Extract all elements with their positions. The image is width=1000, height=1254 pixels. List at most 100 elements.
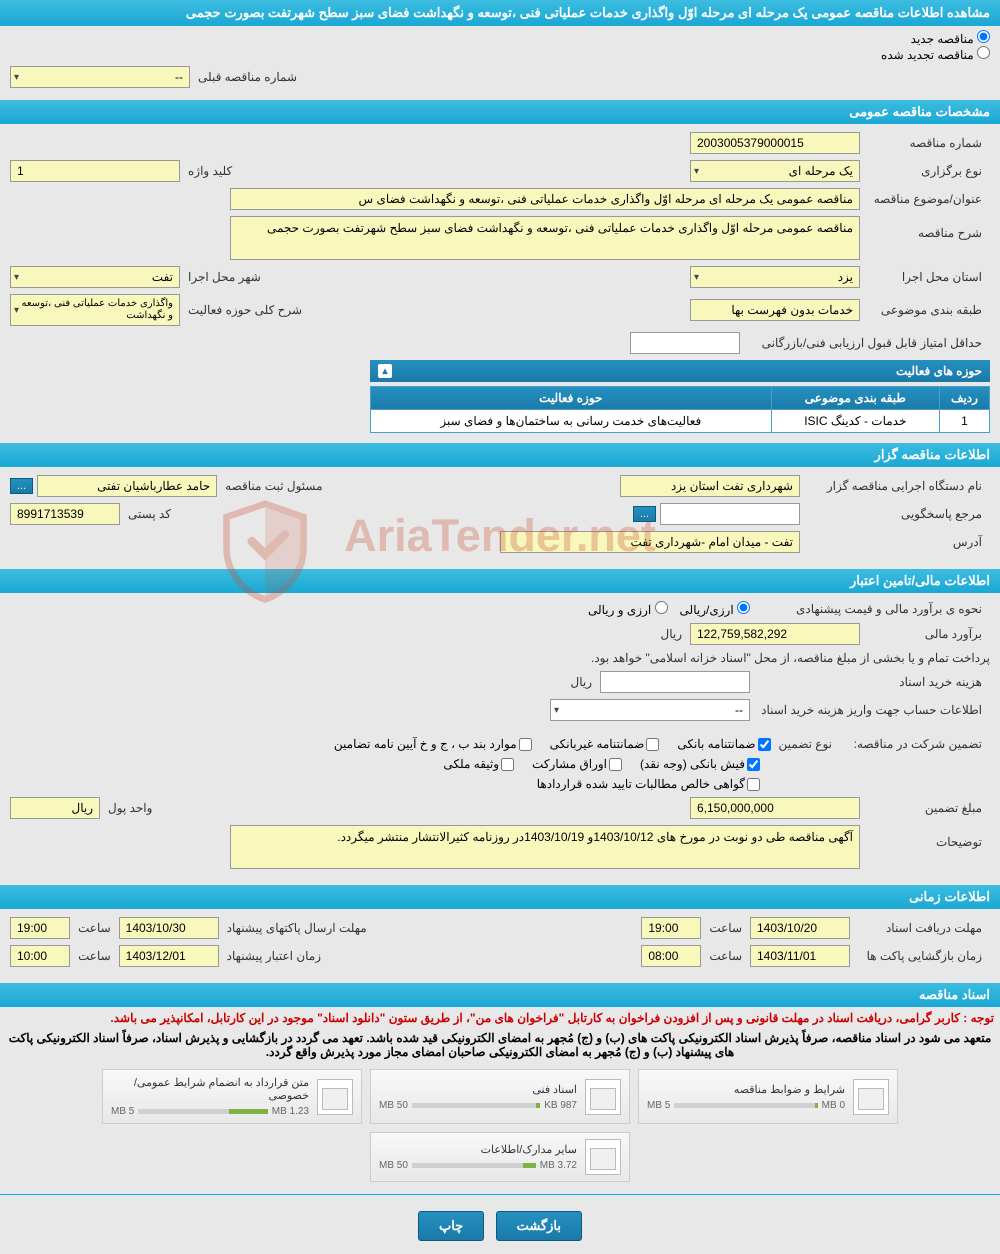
validity-time: 10:00: [10, 945, 70, 967]
currency-label2: ریال: [562, 675, 600, 689]
time-label3: ساعت: [701, 949, 750, 963]
radio-new-tender[interactable]: مناقصه جدید: [911, 32, 990, 46]
radio-renewed-label: مناقصه تجدید شده: [881, 48, 974, 62]
cb-bank-guarantee[interactable]: ضمانتنامه بانکی: [677, 737, 770, 751]
cb-nonbank-guarantee[interactable]: ضمانتنامه غیربانکی: [550, 737, 660, 751]
col-category: طبقه بندی موضوعی: [771, 387, 939, 410]
file-total: 50 MB: [379, 1160, 408, 1171]
cb-bank-receipt[interactable]: فیش بانکی (وجه نقد): [640, 757, 760, 771]
currency-label: ریال: [652, 627, 690, 641]
radio-renewed-tender[interactable]: مناقصه تجدید شده: [881, 48, 990, 62]
account-label: اطلاعات حساب جهت واریز هزینه خرید اسناد: [750, 703, 990, 717]
purchase-cost-label: هزینه خرید اسناد: [750, 675, 990, 689]
cell-category: خدمات - کدینگ ISIC: [771, 410, 939, 433]
validity-label: زمان اعتبار پیشنهاد: [219, 949, 329, 963]
guarantee-type-label: نوع تضمین: [771, 737, 840, 751]
guarantee-amount-label: مبلغ تضمین: [860, 801, 990, 815]
registrant-field: حامد عطارباشیان تفتی: [37, 475, 217, 497]
cb-bonds[interactable]: اوراق مشارکت: [532, 757, 622, 771]
print-button[interactable]: چاپ: [418, 1211, 484, 1241]
min-score-field[interactable]: [630, 332, 740, 354]
file-card[interactable]: متن قرارداد به انضمام شرایط عمومی/خصوصی …: [102, 1069, 362, 1124]
back-button[interactable]: بازگشت: [496, 1211, 582, 1241]
file-title: شرایط و ضوابط مناقصه: [647, 1083, 845, 1096]
holding-type-select[interactable]: یک مرحله ای: [690, 160, 860, 182]
section-general-header: مشخصات مناقصه عمومی: [0, 100, 1000, 124]
payment-note: پرداخت تمام و یا بخشی از مبلغ مناقصه، از…: [591, 651, 990, 665]
radio-new-label: مناقصه جدید: [911, 32, 974, 46]
file-title: متن قرارداد به انضمام شرایط عمومی/خصوصی: [111, 1076, 309, 1102]
cb-property[interactable]: وثیقه ملکی: [443, 757, 514, 771]
contact-field[interactable]: [660, 503, 800, 525]
cell-scope: فعالیت‌های خدمت رسانی به ساختمان‌ها و فض…: [371, 410, 772, 433]
cb-certificate[interactable]: گواهی خالص مطالبات تایید شده قراردادها: [537, 777, 760, 791]
tender-no-label: شماره مناقصه: [860, 136, 990, 150]
tender-type-radio-group: مناقصه جدید مناقصه تجدید شده: [0, 26, 1000, 66]
guarantee-label: تضمین شرکت در مناقصه:: [840, 737, 990, 751]
province-label: استان محل اجرا: [860, 270, 990, 284]
time-label2: ساعت: [70, 921, 119, 935]
postal-field: 8991713539: [10, 503, 120, 525]
holding-type-label: نوع برگزاری: [860, 164, 990, 178]
documents-note-red: توجه : کاربر گرامی، دریافت اسناد در مهلت…: [0, 1007, 1000, 1029]
postal-label: کد پستی: [120, 507, 179, 521]
address-label: آدرس: [800, 535, 990, 549]
opening-time: 08:00: [641, 945, 701, 967]
section-documents-header: اسناد مناقصه: [0, 983, 1000, 1007]
file-title: سایر مدارک/اطلاعات: [379, 1143, 577, 1156]
prev-tender-select[interactable]: --: [10, 66, 190, 88]
city-label: شهر محل اجرا: [180, 270, 269, 284]
documents-note-black: متعهد می شود در اسناد مناقصه، صرفاً پذیر…: [0, 1029, 1000, 1061]
province-select[interactable]: یزد: [690, 266, 860, 288]
file-card[interactable]: اسناد فنی 987 KB50 MB: [370, 1069, 630, 1124]
radio-arz-rial[interactable]: ارزی/ریالی: [680, 601, 750, 617]
collapse-icon[interactable]: ▴: [378, 364, 392, 378]
agency-label: نام دستگاه اجرایی مناقصه گزار: [800, 479, 990, 493]
city-select[interactable]: تفت: [10, 266, 180, 288]
file-card[interactable]: سایر مدارک/اطلاعات 3.72 MB 50 MB: [370, 1132, 630, 1182]
activity-scope-select[interactable]: واگذاری خدمات عملیاتی فنی ،توسعه و نگهدا…: [10, 294, 180, 326]
folder-icon: [585, 1079, 621, 1115]
opening-date: 1403/11/01: [750, 945, 850, 967]
keyword-label: کلید واژه: [180, 164, 240, 178]
tender-no-field: 2003005379000015: [690, 132, 860, 154]
folder-icon: [317, 1079, 353, 1115]
cb-regulation-items[interactable]: موارد بند ب ، ج و خ آیین نامه تضامین: [334, 737, 532, 751]
proposal-deadline-date: 1403/10/30: [119, 917, 219, 939]
file-used: 0 MB: [822, 1100, 845, 1111]
time-label: ساعت: [701, 921, 750, 935]
doc-deadline-time: 19:00: [641, 917, 701, 939]
contact-more-button[interactable]: ...: [633, 506, 656, 522]
doc-deadline-label: مهلت دریافت اسناد: [850, 921, 990, 935]
estimate-field: 122,759,582,292: [690, 623, 860, 645]
description-field[interactable]: مناقصه عمومی مرحله اوّل واگذاری خدمات عم…: [230, 216, 860, 260]
notes-field[interactable]: آگهی مناقصه طی دو نوبت در مورخ های 1403/…: [230, 825, 860, 869]
proposal-deadline-time: 19:00: [10, 917, 70, 939]
category-label: طبقه بندی موضوعی: [860, 303, 990, 317]
col-row: ردیف: [940, 387, 990, 410]
unit-field: ریال: [10, 797, 100, 819]
title-label: عنوان/موضوع مناقصه: [860, 192, 990, 206]
opening-label: زمان بازگشایی پاکت ها: [850, 949, 990, 963]
radio-arz-and-rial[interactable]: ارزی و ریالی: [588, 601, 668, 617]
section-organizer-header: اطلاعات مناقصه گزار: [0, 443, 1000, 467]
account-select[interactable]: --: [550, 699, 750, 721]
category-field[interactable]: خدمات بدون فهرست بها: [690, 299, 860, 321]
keyword-field[interactable]: 1: [10, 160, 180, 182]
min-score-label: حداقل امتیاز قابل قبول ارزیابی فنی/بازرگ…: [740, 336, 990, 350]
file-card[interactable]: شرایط و ضوابط مناقصه 0 MB 5 MB: [638, 1069, 898, 1124]
section-timing-header: اطلاعات زمانی: [0, 885, 1000, 909]
activity-table-header: حوزه های فعالیت ▴: [370, 360, 990, 382]
registrant-label: مسئول ثبت مناقصه: [217, 479, 330, 493]
file-total: 5 MB: [111, 1106, 134, 1117]
file-total: 5 MB: [647, 1100, 670, 1111]
file-used: 3.72 MB: [540, 1160, 577, 1171]
folder-icon: [585, 1139, 621, 1175]
time-label4: ساعت: [70, 949, 119, 963]
registrant-more-button[interactable]: ...: [10, 478, 33, 494]
title-field[interactable]: مناقصه عمومی یک مرحله ای مرحله اوّل واگذ…: [230, 188, 860, 210]
purchase-cost-field[interactable]: [600, 671, 750, 693]
contact-label: مرجع پاسخگویی: [800, 507, 990, 521]
folder-icon: [853, 1079, 889, 1115]
agency-field: شهرداری تفت استان یزد: [620, 475, 800, 497]
